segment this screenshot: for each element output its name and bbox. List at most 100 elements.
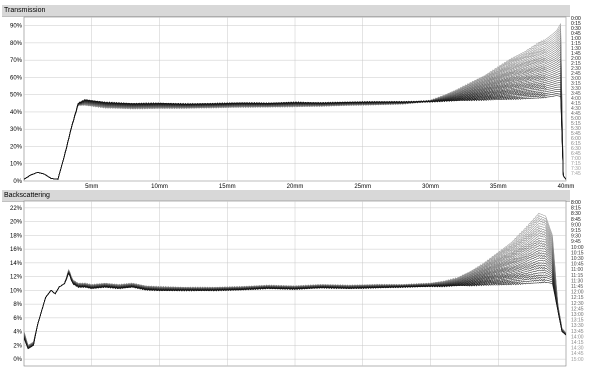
legend-time-label: 1:45 — [571, 51, 581, 57]
y-tick-label: 6% — [13, 316, 22, 322]
y-tick-label: 22% — [10, 206, 23, 212]
x-tick-label: 35mm — [490, 184, 507, 190]
legend-time-label: 6:00 — [571, 136, 581, 142]
legend-time-label: 5:00 — [571, 116, 581, 122]
y-tick-label: 0% — [13, 179, 22, 185]
curve-family — [24, 212, 566, 350]
y-tick-label: 2% — [13, 343, 22, 349]
legend-time-label: 12:45 — [571, 306, 584, 312]
y-tick-label: 10% — [10, 288, 23, 294]
legend-time-label: 3:30 — [571, 86, 581, 92]
legend-time-label: 14:45 — [571, 351, 584, 357]
legend-time-label: 8:00 — [571, 200, 581, 206]
legend-time-label: 6:15 — [571, 141, 581, 147]
legend-time-label: 10:00 — [571, 245, 584, 251]
legend-time-label: 2:15 — [571, 61, 581, 67]
legend-time-label: 7:00 — [571, 156, 581, 162]
backscattering-chart: 0%2%4%6%8%10%12%14%16%18%20%22%5mm10mm15… — [10, 200, 584, 367]
legend-time-label: 6:45 — [571, 151, 581, 157]
legend-time-label: 0:45 — [571, 31, 581, 37]
legend-time-label: 9:15 — [571, 228, 581, 234]
legend-time-label: 3:45 — [571, 91, 581, 97]
legend-time-label: 11:45 — [571, 284, 583, 290]
legend-time-label: 10:45 — [571, 262, 584, 268]
legend-time-label: 5:45 — [571, 131, 581, 137]
y-tick-label: 30% — [10, 127, 23, 133]
transmission-chart: 0% 10% 20% 30% 40% 50% 60% 70% 80% 90% 5mm 10mm 15mm… — [10, 16, 581, 190]
legend-time-label: 8:30 — [571, 211, 581, 217]
y-tick-label: 14% — [10, 261, 23, 267]
y-tick-label: 40% — [10, 110, 23, 116]
y-tick-label: 0% — [13, 357, 22, 363]
legend-time-label: 13:45 — [571, 329, 584, 335]
series-line — [24, 95, 566, 180]
legend-time-label: 0:00 — [571, 16, 581, 22]
legend-time-label: 9:00 — [571, 222, 581, 228]
legend-time-label: 7:30 — [571, 166, 581, 172]
y-tick-label: 16% — [10, 247, 23, 253]
series-line — [24, 272, 566, 350]
legend-time-label: 3:00 — [571, 76, 581, 82]
legend-time-label: 13:30 — [571, 323, 584, 329]
legend-time-label: 14:15 — [571, 340, 584, 346]
legend-time-label: 10:30 — [571, 256, 584, 262]
y-tick-label: 70% — [10, 58, 23, 64]
y-tick-label: 4% — [13, 330, 22, 336]
legend-time-label: 14:30 — [571, 346, 584, 352]
y-tick-label: 18% — [10, 233, 23, 239]
legend-time-label: 8:15 — [571, 206, 581, 212]
x-tick-label: 40mm — [558, 184, 575, 190]
legend-time-label: 14:00 — [571, 334, 584, 340]
legend-time-label: 4:30 — [571, 106, 581, 112]
legend-time-label: 4:00 — [571, 96, 581, 102]
legend-time-label: 2:00 — [571, 56, 581, 62]
x-tick-label: 30mm — [422, 184, 439, 190]
y-tick-label: 10% — [10, 162, 23, 168]
y-tick-label: 50% — [10, 93, 23, 99]
legend-time-label: 9:30 — [571, 234, 581, 240]
x-tick-label: 10mm — [151, 184, 168, 190]
legend-time-label: 11:30 — [571, 278, 583, 284]
legend-time-label: 13:15 — [571, 318, 584, 324]
legend-time-label: 3:15 — [571, 81, 581, 87]
legend-time-label: 9:45 — [571, 239, 581, 245]
x-tick-label: 20mm — [287, 184, 304, 190]
legend-time-label: 1:30 — [571, 46, 581, 52]
y-tick-label: 12% — [10, 275, 23, 281]
legend-time-label: 4:45 — [571, 111, 581, 117]
legend-time-label: 13:00 — [571, 312, 584, 318]
y-tick-label: 80% — [10, 41, 23, 47]
legend-time-label: 0:30 — [571, 26, 581, 32]
y-tick-label: 20% — [10, 144, 23, 150]
legend-time-label: 12:30 — [571, 301, 584, 307]
x-tick-label: 5mm — [85, 184, 98, 190]
legend-time-label: 2:45 — [571, 71, 581, 77]
curve-family — [24, 22, 566, 180]
legend-time-label: 1:00 — [571, 36, 581, 42]
panel-title-transmission: Transmission — [2, 5, 570, 17]
legend-time-label: 4:15 — [571, 101, 581, 107]
legend-time-label: 0:15 — [571, 21, 581, 27]
legend-time-label: 11:15 — [571, 273, 583, 279]
legend-time-label: 11:00 — [571, 267, 583, 273]
y-tick-label: 20% — [10, 220, 23, 226]
legend-time-label: 2:30 — [571, 66, 581, 72]
legend-time-label: 6:30 — [571, 146, 581, 152]
legend-time-label: 7:45 — [571, 171, 581, 177]
legend-time-label: 12:00 — [571, 290, 584, 296]
x-tick-label: 15mm — [219, 184, 236, 190]
legend-time-label: 7:15 — [571, 161, 581, 167]
legend-time-label: 5:30 — [571, 126, 581, 132]
legend-time-label: 10:15 — [571, 250, 584, 256]
legend-time-label: 1:15 — [571, 41, 581, 47]
y-tick-label: 8% — [13, 302, 22, 308]
legend-time-label: 8:45 — [571, 217, 581, 223]
y-tick-label: 90% — [10, 24, 23, 30]
legend-time-label: 5:15 — [571, 121, 581, 127]
legend-time-label: 12:15 — [571, 295, 584, 301]
y-tick-label: 60% — [10, 75, 23, 81]
x-tick-label: 25mm — [354, 184, 371, 190]
legend-time-label: 15:00 — [571, 357, 584, 363]
